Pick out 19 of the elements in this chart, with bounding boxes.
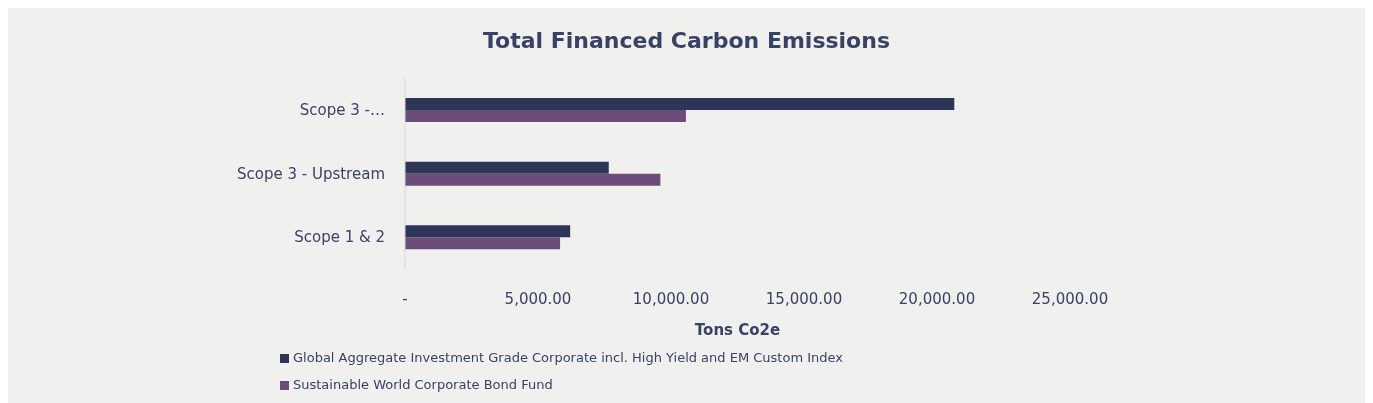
bar [405,161,609,174]
y-tick-label: Scope 3 - Upstream [236,164,385,183]
bar [405,110,686,122]
x-tick-label: 5,000.00 [504,289,572,308]
legend-label: Global Aggregate Investment Grade Corporate incl. High Yield and EM Custom Index [293,349,843,366]
bar [405,225,571,238]
chart-title: Total Financed Carbon Emissions [482,27,891,55]
y-tick-label: Scope 1 & 2 [294,228,385,247]
bar [405,98,955,110]
legend-label: Sustainable World Corporate Bond Fund [293,376,553,393]
bar [405,173,661,186]
x-tick-label: 25,000.00 [1031,289,1109,308]
x-tick-label: 20,000.00 [898,289,976,308]
x-axis-title: Tons Co2e [694,321,781,339]
y-tick-label: Scope 3 -… [299,101,385,120]
x-tick-label: 10,000.00 [632,289,710,308]
x-tick-label: 15,000.00 [765,289,843,308]
x-tick-label: - [402,289,408,308]
bar [405,237,561,250]
